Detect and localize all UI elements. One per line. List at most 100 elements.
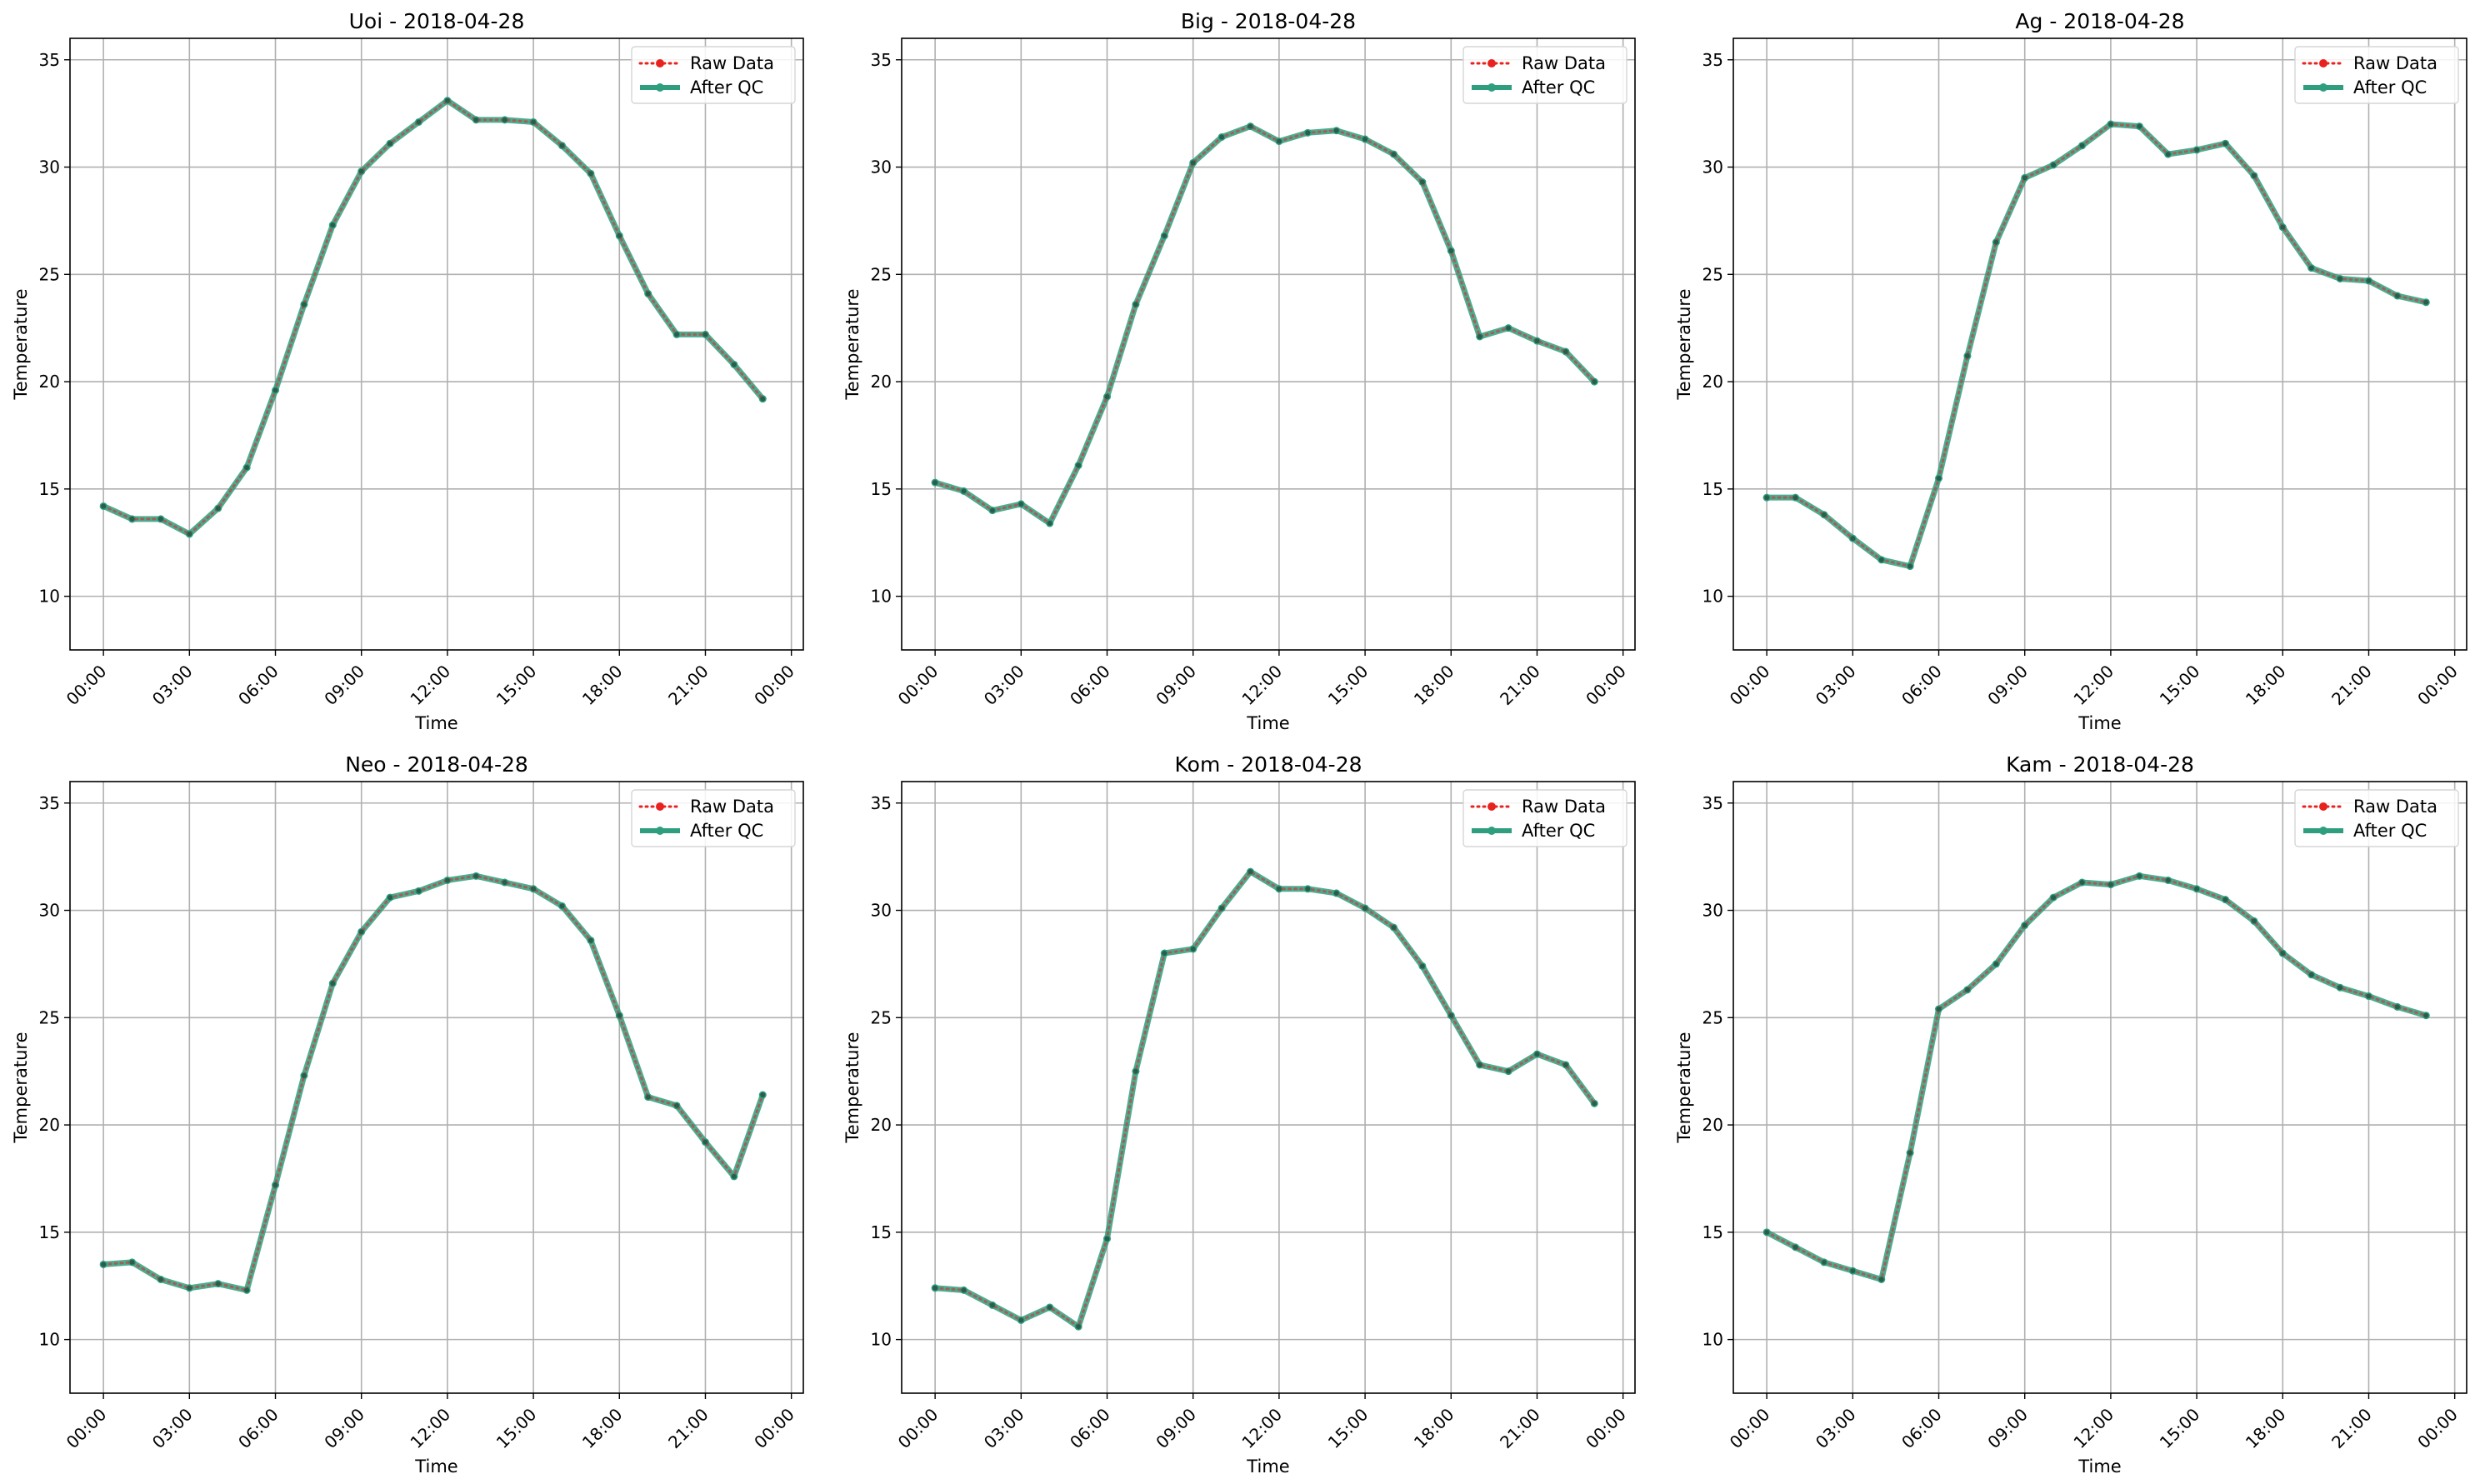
series-line-after-qc bbox=[1765, 872, 2428, 1283]
raw-point bbox=[1305, 886, 1311, 892]
series-raw-data bbox=[101, 873, 766, 1293]
raw-point bbox=[1333, 127, 1339, 133]
raw-point bbox=[1219, 905, 1225, 911]
raw-point bbox=[444, 97, 450, 103]
y-tick-label: 25 bbox=[871, 1007, 892, 1027]
raw-point bbox=[531, 119, 537, 125]
y-tick-label: 15 bbox=[39, 479, 60, 499]
y-tick-label: 20 bbox=[871, 1115, 892, 1135]
raw-point bbox=[1448, 247, 1454, 253]
raw-point bbox=[645, 291, 651, 297]
y-tick-label: 20 bbox=[871, 372, 892, 392]
x-tick-label: 09:00 bbox=[1152, 1404, 1200, 1452]
raw-point bbox=[388, 895, 393, 901]
y-axis-label: Temperature bbox=[11, 1032, 31, 1143]
raw-point bbox=[989, 507, 995, 513]
x-tick-label: 21:00 bbox=[2328, 661, 2376, 709]
y-tick-label: 15 bbox=[39, 1222, 60, 1242]
raw-point bbox=[1333, 890, 1339, 896]
raw-point bbox=[1993, 961, 1999, 967]
y-tick-label: 15 bbox=[871, 479, 892, 499]
raw-point bbox=[588, 937, 593, 943]
raw-point bbox=[702, 1139, 708, 1145]
raw-point bbox=[1764, 1229, 1770, 1235]
x-tick-label: 18:00 bbox=[578, 1404, 627, 1452]
raw-point bbox=[129, 1259, 135, 1265]
panel-3: 00:00 03:00 06:00 09:00 12:00 15:00 18:00 21:00… bbox=[11, 752, 804, 1477]
raw-point bbox=[1506, 1068, 1512, 1074]
y-tick-label: 15 bbox=[871, 1222, 892, 1242]
legend-qc-label: After QC bbox=[2353, 821, 2427, 841]
y-tick-label: 25 bbox=[871, 264, 892, 284]
legend-raw-marker bbox=[2319, 802, 2328, 811]
legend-raw-marker bbox=[2319, 59, 2328, 67]
raw-point bbox=[1534, 338, 1540, 344]
raw-point bbox=[531, 886, 537, 892]
panel-4: 00:00 03:00 06:00 09:00 12:00 15:00 18:00 21:00… bbox=[842, 752, 1636, 1477]
x-tick-label: 18:00 bbox=[2242, 1404, 2290, 1452]
y-tick-label: 30 bbox=[1702, 901, 1723, 921]
series-line-raw-data bbox=[933, 124, 1596, 526]
series-after-qc bbox=[931, 867, 1598, 1331]
x-tick-label: 09:00 bbox=[320, 661, 368, 709]
panel-0: 00:00 03:00 06:00 09:00 12:00 15:00 18:00 21:00… bbox=[11, 9, 804, 733]
legend-qc-label: After QC bbox=[690, 821, 763, 841]
y-tick-label: 10 bbox=[1702, 1330, 1723, 1350]
raw-point bbox=[1878, 1277, 1884, 1282]
raw-point bbox=[617, 232, 622, 238]
axes-frame bbox=[901, 781, 1636, 1394]
y-tick-label: 25 bbox=[39, 264, 60, 284]
axes-frame bbox=[1732, 37, 2468, 651]
panel-title: Ag - 2018-04-28 bbox=[2015, 9, 2184, 33]
raw-point bbox=[1878, 557, 1884, 562]
raw-point bbox=[2222, 897, 2228, 902]
axes-frame bbox=[69, 37, 804, 651]
raw-point bbox=[272, 1182, 278, 1188]
y-tick-label: 30 bbox=[1702, 157, 1723, 177]
x-tick-label: 18:00 bbox=[578, 661, 627, 709]
raw-point bbox=[1276, 138, 1282, 144]
y-tick-label: 35 bbox=[39, 50, 60, 70]
raw-point bbox=[1104, 394, 1110, 400]
raw-point bbox=[961, 488, 967, 494]
raw-point bbox=[129, 516, 135, 522]
raw-point bbox=[1362, 137, 1368, 142]
series-line-after-qc bbox=[934, 123, 1597, 527]
legend-qc-marker bbox=[656, 83, 664, 92]
raw-point bbox=[2308, 972, 2314, 977]
raw-point bbox=[187, 1285, 192, 1291]
raw-point bbox=[1908, 1150, 1913, 1156]
y-tick-label: 20 bbox=[1702, 372, 1723, 392]
raw-point bbox=[1076, 1324, 1082, 1330]
x-tick-label: 03:00 bbox=[148, 1404, 197, 1452]
raw-point bbox=[1562, 1062, 1568, 1067]
raw-point bbox=[1018, 501, 1024, 507]
raw-point bbox=[2338, 276, 2343, 282]
y-tick-label: 10 bbox=[1702, 587, 1723, 607]
legend-qc-marker bbox=[2319, 827, 2328, 835]
x-tick-label: 15:00 bbox=[2156, 661, 2204, 709]
raw-point bbox=[1964, 353, 1970, 359]
raw-point bbox=[358, 168, 364, 174]
series-line-raw-data bbox=[1765, 874, 2428, 1282]
raw-point bbox=[645, 1094, 651, 1100]
raw-point bbox=[1477, 1062, 1482, 1067]
x-tick-label: 09:00 bbox=[1983, 1404, 2032, 1452]
x-tick-label: 03:00 bbox=[1812, 661, 1860, 709]
raw-point bbox=[1104, 1236, 1110, 1242]
x-tick-label: 12:00 bbox=[1238, 661, 1286, 709]
raw-point bbox=[1248, 869, 1253, 875]
raw-point bbox=[702, 332, 708, 337]
x-tick-label: 18:00 bbox=[1410, 661, 1458, 709]
series-line-raw-data bbox=[102, 874, 764, 1292]
series-after-qc bbox=[99, 97, 767, 538]
raw-point bbox=[2251, 918, 2257, 924]
panel-5: 00:00 03:00 06:00 09:00 12:00 15:00 18:00 21:00… bbox=[1674, 752, 2468, 1477]
legend: Raw Data After QC bbox=[631, 789, 796, 847]
raw-point bbox=[301, 1072, 307, 1078]
raw-point bbox=[444, 877, 450, 883]
legend-qc-label: After QC bbox=[1522, 821, 1595, 841]
raw-point bbox=[2394, 1004, 2400, 1010]
raw-point bbox=[1132, 1068, 1138, 1074]
